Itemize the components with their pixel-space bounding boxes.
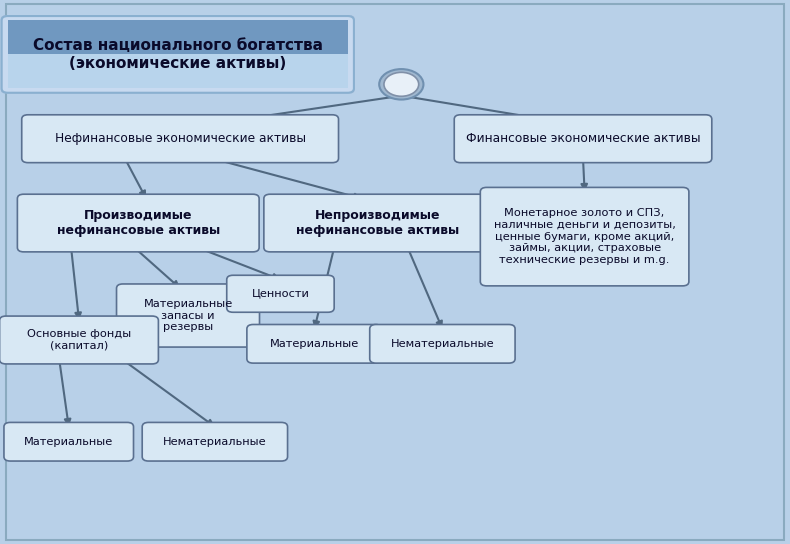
Text: Монетарное золото и СПЗ,
наличные деньги и депозиты,
ценные бумаги, кроме акций,: Монетарное золото и СПЗ, наличные деньги… [494, 208, 675, 265]
Circle shape [379, 69, 423, 100]
Text: Состав национального богатства
(экономические активы): Состав национального богатства (экономич… [32, 38, 323, 71]
Text: Материальные: Материальные [24, 437, 113, 447]
Text: Непроизводимые
нефинансовые активы: Непроизводимые нефинансовые активы [296, 209, 459, 237]
FancyBboxPatch shape [22, 115, 339, 163]
FancyBboxPatch shape [142, 422, 288, 461]
Text: Производимые
нефинансовые активы: Производимые нефинансовые активы [57, 209, 220, 237]
Text: Нефинансовые экономические активы: Нефинансовые экономические активы [55, 132, 306, 145]
Text: Основные фонды
(капитал): Основные фонды (капитал) [27, 329, 131, 351]
FancyBboxPatch shape [227, 275, 334, 312]
FancyBboxPatch shape [8, 20, 348, 54]
Bar [19, 195, 258, 251]
FancyBboxPatch shape [454, 115, 712, 163]
FancyBboxPatch shape [2, 16, 354, 92]
Text: Ценности: Ценности [251, 289, 310, 299]
FancyBboxPatch shape [8, 54, 348, 88]
FancyBboxPatch shape [480, 187, 689, 286]
Bar [118, 285, 258, 346]
FancyBboxPatch shape [116, 284, 259, 347]
Text: Финансовые экономические активы: Финансовые экономические активы [466, 132, 700, 145]
FancyBboxPatch shape [246, 324, 382, 363]
Circle shape [384, 72, 419, 96]
FancyBboxPatch shape [6, 4, 784, 540]
FancyBboxPatch shape [4, 422, 134, 461]
FancyBboxPatch shape [370, 324, 515, 363]
Bar [6, 423, 132, 460]
Bar [248, 325, 381, 362]
Bar [144, 423, 286, 460]
FancyBboxPatch shape [17, 194, 259, 252]
Bar [371, 325, 514, 362]
Text: Нематериальные: Нематериальные [390, 339, 495, 349]
FancyBboxPatch shape [0, 316, 158, 364]
Text: Материальные
запасы и
резервы: Материальные запасы и резервы [144, 299, 232, 332]
FancyBboxPatch shape [264, 194, 491, 252]
Text: Нематериальные: Нематериальные [163, 437, 267, 447]
Text: Материальные: Материальные [270, 339, 359, 349]
